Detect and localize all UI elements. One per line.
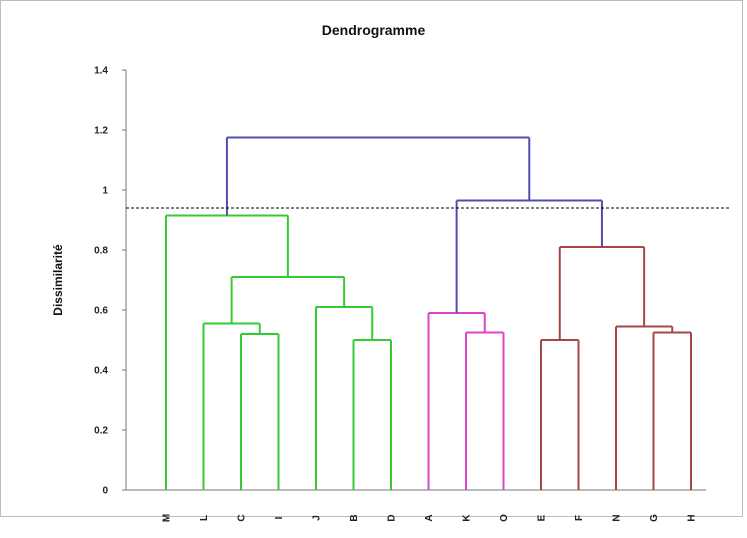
y-tick-label: 0 <box>102 486 108 497</box>
y-tick-label: 0.4 <box>94 366 108 377</box>
dendrogram-link <box>465 331 505 490</box>
leaf-label: E <box>537 514 548 521</box>
dendrogram-link <box>315 306 374 490</box>
chart-title: Dendrogramme <box>321 22 426 38</box>
leaf-label: G <box>649 514 660 522</box>
leaf-label: O <box>499 514 510 522</box>
leaf-label: D <box>387 514 398 521</box>
dendrogram-link <box>202 322 261 490</box>
y-axis-label: Dissimilarité <box>51 244 65 316</box>
dendrogram-link <box>165 214 289 490</box>
dendrogram-link <box>352 339 392 490</box>
leaf-label: H <box>687 514 698 521</box>
leaf-label: K <box>462 514 473 522</box>
leaf-label: A <box>424 514 435 521</box>
leaf-label: L <box>199 515 210 521</box>
dendrogram-link <box>652 331 692 490</box>
dendrogram-link <box>230 276 346 324</box>
dendrogram-link <box>540 339 580 490</box>
y-tick-label: 1 <box>102 186 108 197</box>
leaf-label: N <box>612 514 623 521</box>
leaf-label: C <box>237 514 248 521</box>
dendrogram-link <box>427 312 486 490</box>
dendrogram-link <box>615 325 674 490</box>
y-tick-label: 1.2 <box>94 126 108 137</box>
dendrogram-link <box>240 333 280 490</box>
leaf-label: I <box>274 516 285 519</box>
y-tick-label: 0.2 <box>94 426 108 437</box>
dendrogram-link <box>225 136 531 216</box>
leaf-label: M <box>162 514 173 522</box>
y-tick-label: 0.6 <box>94 306 108 317</box>
dendrogram-link <box>455 199 603 313</box>
y-tick-label: 1.4 <box>94 66 108 77</box>
leaf-label: B <box>349 514 360 521</box>
y-tick-label: 0.8 <box>94 246 108 257</box>
leaf-label: F <box>574 515 585 521</box>
chart-frame <box>0 0 743 517</box>
leaf-label: J <box>312 515 323 521</box>
